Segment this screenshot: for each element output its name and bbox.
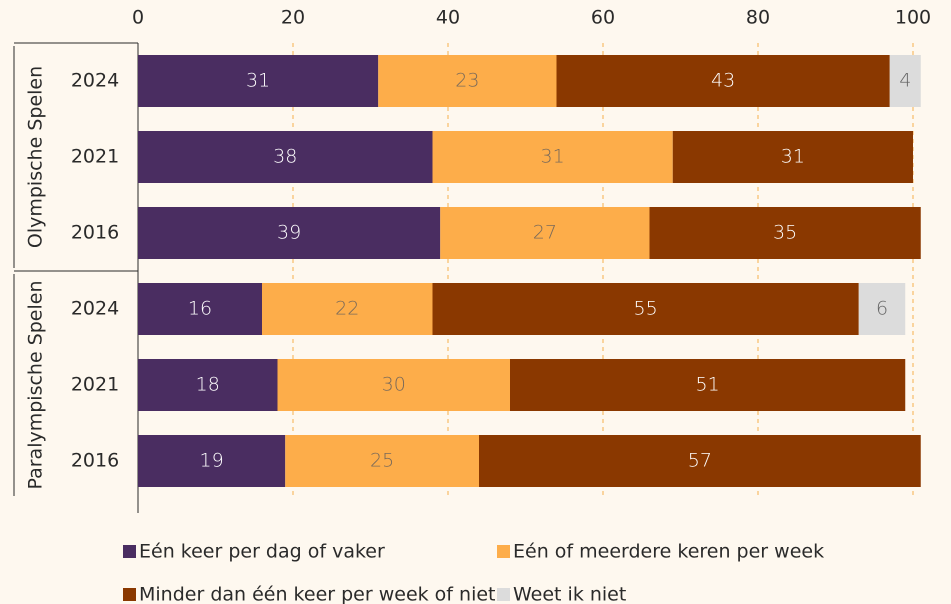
x-tick-label: 40 <box>436 7 460 29</box>
value-label: 27 <box>533 222 557 244</box>
value-label: 57 <box>688 450 712 472</box>
x-tick-label: 80 <box>746 7 770 29</box>
y-tick-label: 2021 <box>71 146 119 168</box>
x-tick-label: 0 <box>132 7 144 29</box>
bar-segment <box>262 283 433 335</box>
y-tick-label: 2016 <box>71 450 119 472</box>
value-label: 31 <box>541 146 565 168</box>
legend-swatch <box>497 545 510 558</box>
bar-segment <box>138 131 433 183</box>
value-label: 31 <box>781 146 805 168</box>
group-label: Olympische Spelen <box>25 66 47 248</box>
bar-segment <box>138 435 286 487</box>
legend-swatch <box>123 545 136 558</box>
bar-segment <box>858 283 906 335</box>
value-label: 30 <box>382 374 406 396</box>
bar-segment <box>138 207 441 259</box>
value-label: 43 <box>711 70 735 92</box>
value-label: 6 <box>876 298 888 320</box>
value-label: 22 <box>335 298 359 320</box>
x-tick-label: 60 <box>591 7 615 29</box>
value-label: 55 <box>634 298 658 320</box>
bar-segment <box>440 207 650 259</box>
bar-segment <box>432 131 673 183</box>
y-tick-label: 2024 <box>71 70 119 92</box>
value-label: 51 <box>696 374 720 396</box>
x-tick-label: 20 <box>281 7 305 29</box>
group-label: Paralympische Spelen <box>25 280 47 489</box>
legend-label: Minder dan één keer per week of niet <box>139 584 496 604</box>
y-tick-label: 2016 <box>71 222 119 244</box>
legend-swatch <box>123 588 136 601</box>
y-tick-label: 2024 <box>71 298 119 320</box>
bar-segment <box>889 55 921 107</box>
bar-segment <box>138 283 262 335</box>
legend-label: Eén keer per dag of vaker <box>139 541 385 563</box>
value-label: 38 <box>273 146 297 168</box>
bar-segment <box>285 435 479 487</box>
legend-label: Weet ik niet <box>513 584 626 604</box>
bar-segment <box>378 55 557 107</box>
value-label: 25 <box>370 450 394 472</box>
bar-segment <box>432 283 859 335</box>
value-label: 19 <box>200 450 224 472</box>
legend-label: Eén of meerdere keren per week <box>513 541 824 563</box>
bar-segment <box>556 55 890 107</box>
bar-segment <box>510 359 906 411</box>
legend-swatch <box>497 588 510 601</box>
value-label: 18 <box>196 374 220 396</box>
value-label: 39 <box>277 222 301 244</box>
bar-segment <box>672 131 913 183</box>
value-label: 31 <box>246 70 270 92</box>
value-label: 16 <box>188 298 212 320</box>
bar-segment <box>138 55 379 107</box>
bar-segment <box>138 359 278 411</box>
bar-segment <box>649 207 921 259</box>
x-tick-label: 100 <box>895 7 931 29</box>
value-label: 23 <box>455 70 479 92</box>
value-label: 4 <box>899 70 911 92</box>
value-label: 35 <box>773 222 797 244</box>
bar-segment <box>277 359 510 411</box>
y-tick-label: 2021 <box>71 374 119 396</box>
bar-segment <box>479 435 921 487</box>
